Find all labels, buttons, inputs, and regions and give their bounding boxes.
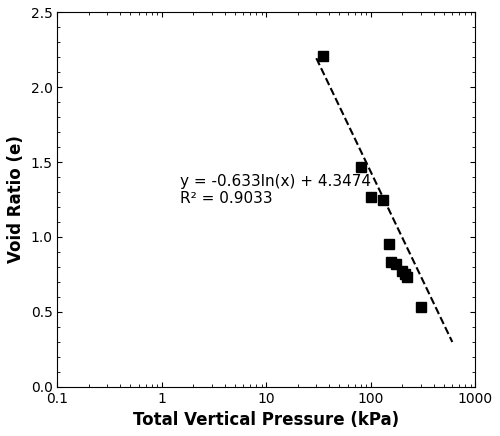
- Y-axis label: Void Ratio (e): Void Ratio (e): [7, 136, 25, 263]
- X-axis label: Total Vertical Pressure (kPa): Total Vertical Pressure (kPa): [134, 411, 400, 429]
- Text: y = -0.633ln(x) + 4.3474
R² = 0.9033: y = -0.633ln(x) + 4.3474 R² = 0.9033: [180, 174, 372, 207]
